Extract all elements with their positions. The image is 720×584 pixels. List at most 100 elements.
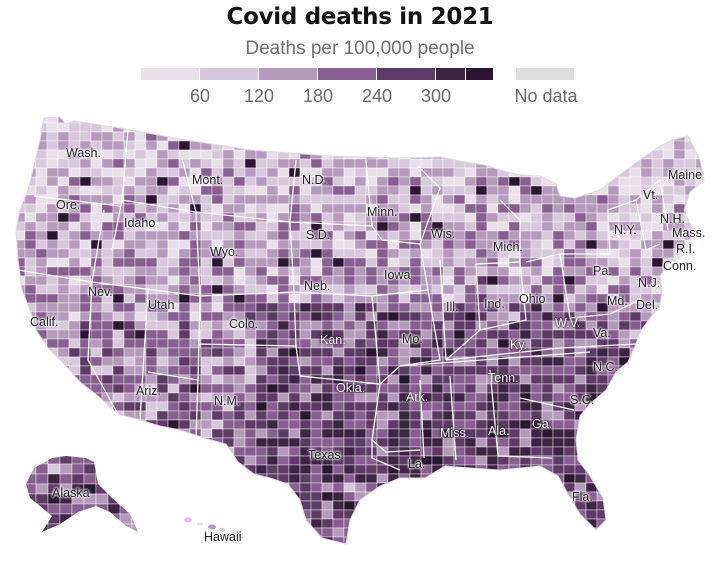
county-cell bbox=[266, 419, 279, 430]
county-cell bbox=[707, 114, 718, 123]
county-cell bbox=[167, 221, 180, 232]
county-cell bbox=[684, 347, 697, 358]
county-cell bbox=[46, 239, 59, 250]
county-cell bbox=[508, 275, 521, 286]
county-cell bbox=[673, 131, 686, 142]
county-cell bbox=[519, 401, 532, 412]
county-cell bbox=[673, 347, 686, 358]
county-cell bbox=[222, 374, 235, 385]
county-cell bbox=[552, 392, 565, 403]
county-cell bbox=[541, 374, 554, 385]
county-cell bbox=[707, 456, 718, 465]
county-cell bbox=[299, 140, 312, 151]
county-cell bbox=[134, 437, 147, 448]
county-cell bbox=[244, 419, 257, 430]
county-cell bbox=[596, 212, 609, 223]
county-cell bbox=[233, 257, 246, 268]
county-cell bbox=[618, 176, 631, 187]
county-cell bbox=[288, 536, 301, 544]
county-cell bbox=[90, 356, 103, 367]
county-cell bbox=[156, 320, 169, 331]
county-cell bbox=[464, 410, 477, 421]
legend-swatch-3 bbox=[259, 68, 317, 80]
county-cell bbox=[277, 455, 290, 466]
county-cell bbox=[596, 239, 609, 250]
county-cell bbox=[101, 428, 114, 439]
county-cell bbox=[398, 428, 411, 439]
county-cell bbox=[90, 428, 103, 439]
county-cell bbox=[695, 203, 704, 214]
county-cell bbox=[673, 392, 686, 403]
county-cell bbox=[387, 536, 400, 544]
county-cell bbox=[343, 365, 356, 376]
county-cell bbox=[607, 122, 620, 133]
county-cell bbox=[663, 546, 674, 555]
county-cell bbox=[35, 248, 48, 259]
county-cell bbox=[475, 203, 488, 214]
county-cell bbox=[95, 483, 109, 495]
county-cell bbox=[134, 140, 147, 151]
county-cell bbox=[398, 419, 411, 430]
county-cell bbox=[321, 140, 334, 151]
county-cell bbox=[574, 293, 587, 304]
county-cell bbox=[233, 509, 246, 520]
county-cell bbox=[420, 167, 433, 178]
county-cell bbox=[310, 518, 323, 529]
county-cell bbox=[310, 140, 323, 151]
county-cell bbox=[629, 446, 642, 457]
county-cell bbox=[464, 401, 477, 412]
county-cell bbox=[167, 500, 180, 511]
county-cell bbox=[563, 419, 576, 430]
county-cell bbox=[16, 383, 26, 394]
county-cell bbox=[167, 275, 180, 286]
county-cell bbox=[409, 221, 422, 232]
county-cell bbox=[387, 329, 400, 340]
county-cell bbox=[178, 410, 191, 421]
county-cell bbox=[629, 491, 642, 502]
county-cell bbox=[46, 329, 59, 340]
county-cell bbox=[123, 482, 136, 493]
county-cell bbox=[332, 284, 345, 295]
county-cell bbox=[244, 500, 257, 511]
county-cell bbox=[16, 527, 26, 538]
county-cell bbox=[112, 401, 125, 412]
county-cell bbox=[387, 518, 400, 529]
county-cell bbox=[684, 518, 697, 529]
county-cell bbox=[453, 266, 466, 277]
county-cell bbox=[79, 167, 92, 178]
county-cell bbox=[90, 117, 103, 124]
county-cell bbox=[134, 491, 147, 502]
county-cell bbox=[662, 410, 675, 421]
county-cell bbox=[640, 383, 653, 394]
county-cell bbox=[530, 122, 543, 133]
county-cell bbox=[387, 482, 400, 493]
county-cell bbox=[695, 401, 704, 412]
state-label-texas: Texas bbox=[308, 448, 341, 462]
county-cell bbox=[409, 140, 422, 151]
county-cell bbox=[178, 500, 191, 511]
county-cell bbox=[651, 131, 664, 142]
county-cell bbox=[541, 509, 554, 520]
county-cell bbox=[112, 392, 125, 403]
county-cell bbox=[244, 122, 257, 133]
county-cell bbox=[123, 464, 136, 475]
county-cell bbox=[189, 455, 202, 466]
county-cell bbox=[167, 230, 180, 241]
county-cell bbox=[651, 536, 664, 544]
county-cell bbox=[673, 329, 686, 340]
county-cell bbox=[57, 356, 70, 367]
county-cell bbox=[684, 428, 697, 439]
county-cell bbox=[134, 203, 147, 214]
county-cell bbox=[101, 122, 114, 133]
county-cell bbox=[277, 131, 290, 142]
county-cell bbox=[629, 419, 642, 430]
county-cell bbox=[48, 534, 60, 544]
county-cell bbox=[707, 132, 718, 141]
county-cell bbox=[398, 194, 411, 205]
county-cell bbox=[255, 491, 268, 502]
county-cell bbox=[707, 438, 718, 447]
county-cell bbox=[431, 491, 444, 502]
county-cell bbox=[475, 437, 488, 448]
county-cell bbox=[299, 410, 312, 421]
county-cell bbox=[332, 293, 345, 304]
